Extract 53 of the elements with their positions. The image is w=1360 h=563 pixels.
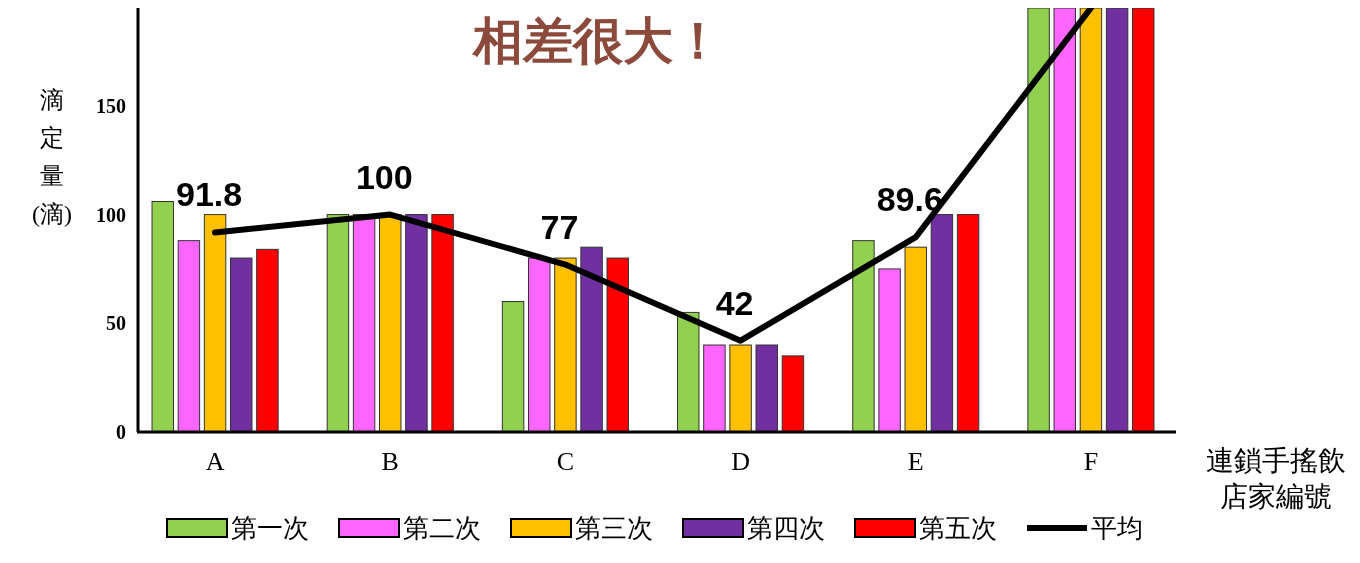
- x-tick-label: E: [907, 447, 924, 476]
- bar: [580, 246, 603, 432]
- legend-label: 第三次: [575, 514, 653, 544]
- legend-label: 平均: [1091, 514, 1143, 544]
- bar: [177, 240, 201, 432]
- bar: [405, 214, 428, 432]
- bar: [852, 240, 875, 432]
- bar: [501, 301, 525, 432]
- bar: [554, 257, 577, 432]
- bar: [326, 214, 350, 432]
- x-tick-label: D: [731, 447, 750, 476]
- bar: [151, 201, 174, 432]
- bar: [755, 344, 778, 432]
- x-axis-title: 連鎖手搖飲店家編號: [1206, 445, 1346, 512]
- bar: [1132, 8, 1155, 432]
- bar: [431, 214, 454, 432]
- x-tick-label: B: [381, 447, 399, 476]
- bar: [729, 344, 752, 432]
- bar: [203, 214, 227, 432]
- data-label: 100: [355, 157, 413, 196]
- bar: [606, 257, 629, 432]
- legend-label: 第二次: [403, 514, 481, 544]
- bar: [904, 246, 927, 432]
- bar: [956, 214, 980, 432]
- bar: [1079, 8, 1103, 432]
- bar: [930, 214, 954, 432]
- bar: [1105, 8, 1129, 432]
- y-tick-label: 0: [116, 421, 126, 443]
- bar: [230, 257, 253, 432]
- bar: [781, 355, 805, 432]
- y-tick-label: 100: [96, 203, 126, 226]
- x-tick-label: A: [205, 447, 225, 476]
- data-label: 77: [540, 207, 579, 246]
- bar: [1027, 8, 1050, 432]
- legend-label: 第四次: [747, 514, 825, 544]
- bar: [528, 257, 551, 432]
- bar: [1053, 8, 1076, 432]
- data-label: 42: [715, 283, 754, 322]
- y-tick-label: 50: [106, 312, 126, 335]
- x-tick-label: C: [556, 447, 575, 476]
- bar: [256, 248, 279, 432]
- bar: [379, 214, 402, 432]
- data-label: 91.8: [175, 175, 243, 214]
- bar: [352, 214, 376, 432]
- legend-label: 第一次: [231, 514, 309, 544]
- legend-label: 第五次: [919, 514, 997, 544]
- y-tick-label: 150: [96, 94, 126, 117]
- bar: [677, 311, 700, 432]
- y-axis-title: 滴定量(滴): [32, 87, 72, 227]
- bar: [878, 268, 901, 432]
- bar: [703, 344, 726, 432]
- chart-title: 相差很大！: [471, 13, 723, 69]
- x-tick-label: F: [1083, 447, 1099, 476]
